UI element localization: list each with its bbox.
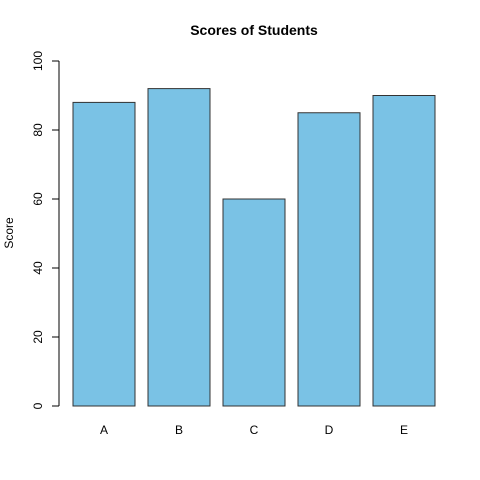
chart-title: Scores of Students bbox=[190, 22, 318, 38]
bar-D bbox=[297, 112, 361, 407]
y-tick-label-20: 20 bbox=[31, 330, 45, 344]
y-tick-label-60: 60 bbox=[31, 192, 45, 206]
y-tick-label-80: 80 bbox=[31, 123, 45, 137]
x-tick-label-D: D bbox=[325, 423, 334, 437]
y-tick-label-40: 40 bbox=[31, 261, 45, 275]
bar-B bbox=[147, 88, 211, 407]
x-tick-label-B: B bbox=[175, 423, 183, 437]
bars-group bbox=[72, 88, 436, 407]
x-tick-label-C: C bbox=[250, 423, 259, 437]
y-tick-label-0: 0 bbox=[31, 402, 45, 409]
y-axis: 0 20 40 60 80 100 bbox=[31, 51, 60, 409]
bar-A bbox=[72, 101, 136, 407]
y-axis-label: Score bbox=[2, 217, 16, 249]
bar-C bbox=[222, 198, 286, 407]
x-axis-labels: A B C D E bbox=[100, 423, 408, 437]
x-tick-label-A: A bbox=[100, 423, 108, 437]
x-tick-label-E: E bbox=[400, 423, 408, 437]
bar-E bbox=[372, 95, 436, 407]
y-tick-label-100: 100 bbox=[31, 51, 45, 71]
